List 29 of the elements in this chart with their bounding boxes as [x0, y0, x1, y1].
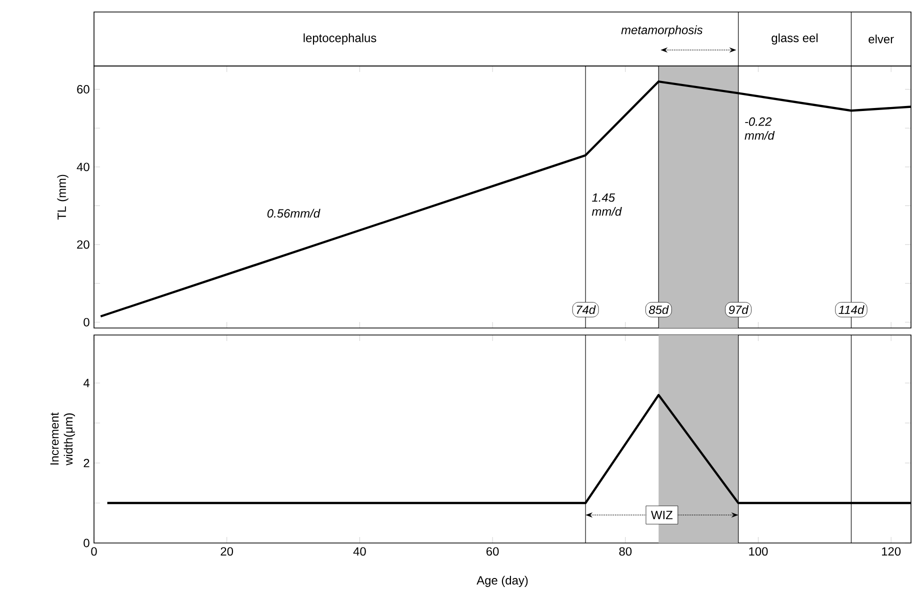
text: leptocephalus — [304, 33, 376, 45]
x-tick-label: 100 — [749, 547, 768, 556]
y-tick-label: 40 — [76, 162, 90, 172]
x-tick-label: 120 — [882, 547, 901, 556]
x-tick-label: 40 — [353, 547, 366, 556]
y-tick-label: 4 — [83, 378, 90, 388]
text: metamorphosis — [621, 25, 703, 37]
y-tick-label: 60 — [77, 85, 90, 94]
y-axis-title: TL (mm) — [57, 174, 68, 220]
x-axis-title: Age (day) — [476, 576, 528, 587]
annotation: 1.45 mm/d — [592, 193, 622, 216]
y-axis-title: Increment width(μm) — [50, 412, 75, 466]
annotation: 0.56mm/d — [267, 208, 320, 218]
ref-line-label: 74d — [576, 305, 596, 314]
x-tick-label: 0 — [91, 547, 97, 556]
annotation: -0.22 mm/d — [744, 117, 775, 140]
text: elver — [868, 34, 894, 44]
ref-line-label: 114d — [838, 305, 864, 314]
annotation: WIZ — [651, 510, 672, 520]
ref-line-label: 85d — [648, 305, 669, 314]
text: glass eel — [772, 33, 818, 45]
x-tick-label: 80 — [619, 547, 632, 556]
y-tick-label: 2 — [84, 458, 90, 468]
ref-line-label: 97d — [728, 305, 749, 314]
y-tick-label: 0 — [84, 538, 90, 548]
y-tick-label: 20 — [77, 240, 90, 249]
x-tick-label: 20 — [220, 547, 234, 556]
x-tick-label: 60 — [486, 547, 499, 556]
y-tick-label: 0 — [84, 318, 90, 326]
